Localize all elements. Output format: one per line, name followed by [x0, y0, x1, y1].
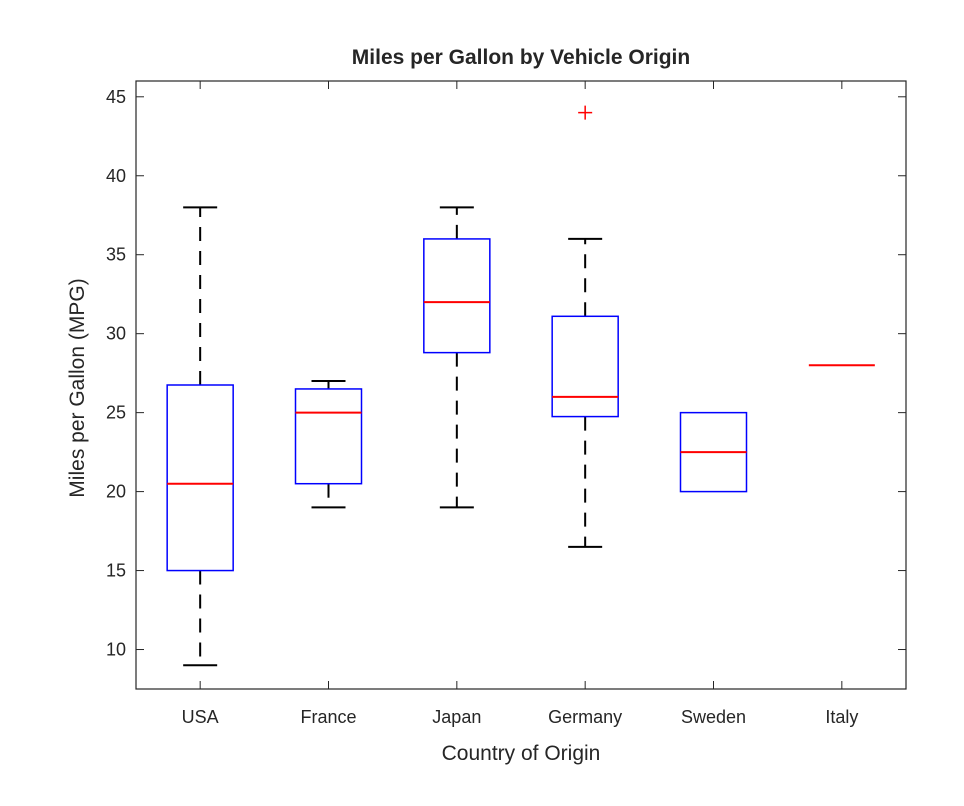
x-tick-label: Germany [548, 707, 622, 727]
axes-frame [135, 80, 907, 690]
chart-title: Miles per Gallon by Vehicle Origin [352, 46, 690, 69]
y-tick-label: 10 [106, 640, 126, 660]
x-tick-label: Sweden [681, 707, 746, 727]
y-axis-label: Miles per Gallon (MPG) [66, 278, 89, 497]
box-germany [551, 315, 619, 418]
box-france [294, 388, 363, 485]
box-usa [166, 384, 234, 572]
x-axis-label: Country of Origin [442, 742, 601, 765]
y-tick-label: 20 [106, 482, 126, 502]
x-tick-label: USA [182, 707, 219, 727]
outlier-marker [578, 105, 593, 120]
x-tick-label: France [300, 707, 356, 727]
y-tick-label: 15 [106, 561, 126, 581]
x-tick-label: Italy [825, 707, 858, 727]
y-tick-label: 25 [106, 403, 126, 423]
y-tick-label: 30 [106, 324, 126, 344]
y-tick-label: 40 [106, 166, 126, 186]
x-tick-label: Japan [432, 707, 481, 727]
y-tick-label: 45 [106, 87, 126, 107]
y-tick-label: 35 [106, 245, 126, 265]
box-japan [423, 238, 491, 354]
plot-area: 10 15 20 25 30 35 40 45 USA France Japan Germany Swe… [106, 80, 907, 727]
